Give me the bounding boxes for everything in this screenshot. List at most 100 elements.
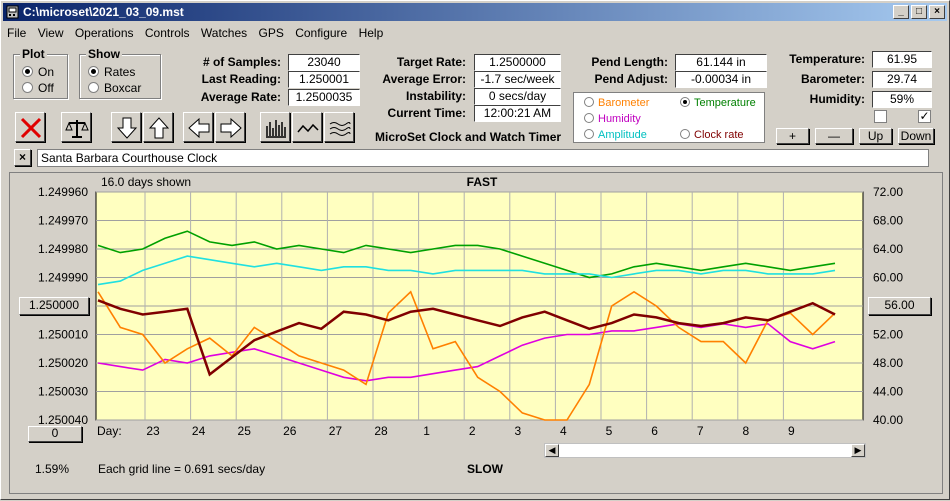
- menu-gps[interactable]: GPS: [258, 26, 284, 40]
- arrow-down-icon: [116, 117, 138, 139]
- menu-configure[interactable]: Configure: [295, 26, 348, 40]
- plot-on-label: On: [38, 65, 55, 79]
- up-button[interactable]: Up: [859, 128, 892, 144]
- down-arrow-button[interactable]: [111, 112, 141, 142]
- target-rate-field: 1.2500000: [474, 54, 561, 71]
- plus-button[interactable]: +: [776, 128, 809, 144]
- option-clockrate[interactable]: Clock rate: [680, 129, 744, 141]
- option-temperature-label: Temperature: [694, 97, 756, 109]
- temperature-label: Temperature:: [789, 52, 865, 66]
- option-clockrate-label: Clock rate: [694, 129, 744, 141]
- plot-group: Plot On Off: [13, 47, 68, 99]
- down-button[interactable]: Down: [898, 128, 934, 144]
- show-rates-label: Rates: [104, 65, 136, 79]
- option-temperature[interactable]: Temperature: [680, 97, 756, 109]
- minimize-button[interactable]: _: [893, 5, 909, 19]
- radio-off-icon: [88, 82, 99, 93]
- show-boxcar-label: Boxcar: [104, 81, 142, 95]
- menu-bar: File View Operations Controls Watches GP…: [3, 23, 387, 41]
- average-error-label: Average Error:: [382, 72, 466, 86]
- humidity-field: 59%: [872, 91, 932, 108]
- title-bar[interactable]: C:\microset\2021_03_09.mst _ □ ×: [3, 3, 947, 21]
- menu-operations[interactable]: Operations: [74, 26, 134, 40]
- menu-controls[interactable]: Controls: [144, 26, 190, 40]
- radio-off-icon: [680, 129, 690, 139]
- pend-adjust-label: Pend Adjust:: [594, 72, 668, 86]
- close-button[interactable]: ×: [929, 5, 945, 19]
- stop-button[interactable]: [15, 112, 45, 142]
- option-humidity[interactable]: Humidity: [584, 113, 641, 125]
- radio-on-icon: [680, 97, 690, 107]
- minus-button[interactable]: —: [815, 128, 853, 144]
- clear-clock-button[interactable]: ×: [14, 149, 31, 166]
- checkbox-right[interactable]: ✓: [918, 109, 931, 123]
- barometer-label: Barometer:: [800, 72, 865, 86]
- bars-icon: [266, 120, 286, 138]
- line-view-button[interactable]: [292, 112, 322, 142]
- arrow-right-icon: [220, 117, 242, 139]
- radio-off-icon: [22, 82, 33, 93]
- left-value-button[interactable]: 1.250000: [19, 297, 89, 315]
- right-arrow-button[interactable]: [215, 112, 245, 142]
- last-reading-label: Last Reading:: [201, 72, 281, 86]
- plot-off-radio[interactable]: Off: [22, 81, 54, 95]
- plot-off-label: Off: [38, 81, 54, 95]
- instability-label: Instability:: [405, 89, 466, 103]
- menu-view[interactable]: View: [37, 26, 64, 40]
- show-rates-radio[interactable]: Rates: [88, 65, 135, 79]
- up-arrow-button[interactable]: [143, 112, 173, 142]
- balance-button[interactable]: [61, 112, 91, 142]
- wave-view-button[interactable]: [324, 112, 354, 142]
- maximize-button[interactable]: □: [911, 5, 927, 19]
- average-rate-field: 1.2500035: [288, 89, 360, 106]
- radio-off-icon: [584, 113, 594, 123]
- arrow-up-icon: [148, 117, 170, 139]
- last-reading-field: 1.250001: [288, 71, 360, 88]
- checkbox-left[interactable]: [874, 110, 887, 123]
- option-barometer-label: Barometer: [598, 97, 650, 109]
- instability-field: 0 secs/day: [474, 88, 561, 105]
- window-title: C:\microset\2021_03_09.mst: [23, 5, 184, 19]
- clock-name-input[interactable]: Santa Barbara Courthouse Clock: [37, 149, 929, 167]
- menu-help[interactable]: Help: [358, 26, 384, 40]
- app-icon: [6, 5, 19, 19]
- plot-options-box: Barometer Temperature Humidity Amplitude…: [573, 92, 765, 143]
- samples-label: # of Samples:: [202, 55, 281, 69]
- radio-off-icon: [584, 129, 594, 139]
- option-amplitude[interactable]: Amplitude: [584, 129, 647, 141]
- scroll-left-icon[interactable]: ◀: [545, 444, 559, 457]
- app-caption: MicroSet Clock and Watch Timer: [375, 130, 562, 144]
- bars-view-button[interactable]: [260, 112, 290, 142]
- horizontal-scrollbar[interactable]: ◀ ▶: [544, 443, 866, 458]
- pend-adjust-field: -0.00034 in: [675, 71, 767, 88]
- barometer-field: 29.74: [872, 71, 932, 88]
- right-value-button[interactable]: 56.00: [868, 297, 931, 315]
- menu-file[interactable]: File: [7, 26, 27, 40]
- radio-on-icon: [22, 66, 33, 77]
- wave-icon: [329, 122, 351, 136]
- option-humidity-label: Humidity: [598, 113, 641, 125]
- current-time-field: 12:00:21 AM: [474, 105, 561, 122]
- humidity-label: Humidity:: [809, 92, 865, 106]
- radio-on-icon: [88, 66, 99, 77]
- arrow-left-icon: [188, 117, 210, 139]
- show-boxcar-radio[interactable]: Boxcar: [88, 81, 141, 95]
- option-amplitude-label: Amplitude: [598, 129, 647, 141]
- radio-off-icon: [584, 97, 594, 107]
- plot-group-title: Plot: [20, 47, 47, 61]
- scroll-right-icon[interactable]: ▶: [851, 444, 865, 457]
- show-group-title: Show: [86, 47, 122, 61]
- line-chart-icon: [297, 123, 319, 133]
- pend-length-label: Pend Length:: [591, 55, 668, 69]
- plot-on-radio[interactable]: On: [22, 65, 54, 79]
- menu-watches[interactable]: Watches: [200, 26, 248, 40]
- pend-length-field: 61.144 in: [675, 54, 767, 71]
- balance-icon: [65, 120, 89, 138]
- percent-readout: 1.59%: [35, 462, 70, 476]
- samples-field: 23040: [288, 54, 360, 71]
- current-time-label: Current Time:: [387, 106, 466, 120]
- option-barometer[interactable]: Barometer: [584, 97, 649, 109]
- zero-button[interactable]: 0: [28, 426, 82, 442]
- left-arrow-button[interactable]: [183, 112, 213, 142]
